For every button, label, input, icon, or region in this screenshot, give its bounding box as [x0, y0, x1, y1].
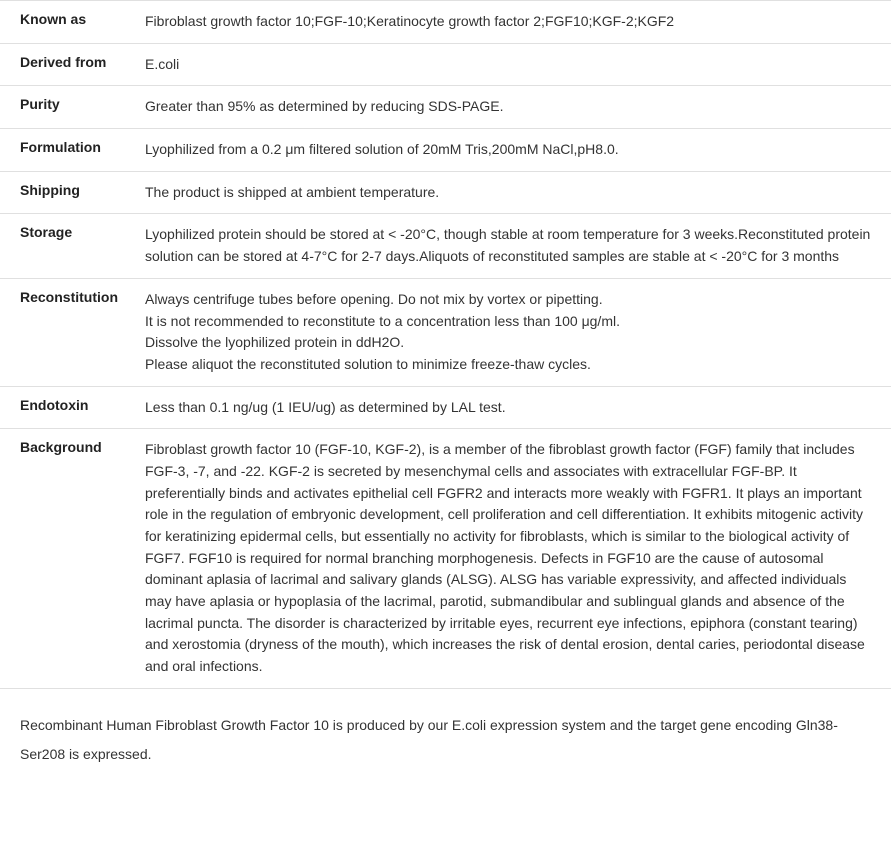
row-value: The product is shipped at ambient temper…: [140, 171, 891, 214]
table-row: Derived from E.coli: [0, 43, 891, 86]
row-value: Lyophilized from a 0.2 μm filtered solut…: [140, 129, 891, 172]
row-value: E.coli: [140, 43, 891, 86]
product-spec-table: Known as Fibroblast growth factor 10;FGF…: [0, 0, 891, 689]
product-description-footer: Recombinant Human Fibroblast Growth Fact…: [0, 689, 891, 790]
row-label: Derived from: [0, 43, 140, 86]
table-row: Formulation Lyophilized from a 0.2 μm fi…: [0, 129, 891, 172]
table-row: Known as Fibroblast growth factor 10;FGF…: [0, 1, 891, 44]
row-value: Lyophilized protein should be stored at …: [140, 214, 891, 278]
row-label: Background: [0, 429, 140, 689]
row-label: Formulation: [0, 129, 140, 172]
row-value: Always centrifuge tubes before opening. …: [140, 278, 891, 386]
row-label: Shipping: [0, 171, 140, 214]
table-row: Purity Greater than 95% as determined by…: [0, 86, 891, 129]
table-row: Shipping The product is shipped at ambie…: [0, 171, 891, 214]
row-label: Purity: [0, 86, 140, 129]
row-label: Storage: [0, 214, 140, 278]
row-value: Fibroblast growth factor 10;FGF-10;Kerat…: [140, 1, 891, 44]
row-value: Greater than 95% as determined by reduci…: [140, 86, 891, 129]
row-value: Less than 0.1 ng/ug (1 IEU/ug) as determ…: [140, 386, 891, 429]
table-row: Background Fibroblast growth factor 10 (…: [0, 429, 891, 689]
table-row: Endotoxin Less than 0.1 ng/ug (1 IEU/ug)…: [0, 386, 891, 429]
spec-table-body: Known as Fibroblast growth factor 10;FGF…: [0, 1, 891, 689]
row-value: Fibroblast growth factor 10 (FGF-10, KGF…: [140, 429, 891, 689]
row-label: Known as: [0, 1, 140, 44]
row-label: Endotoxin: [0, 386, 140, 429]
table-row: Reconstitution Always centrifuge tubes b…: [0, 278, 891, 386]
table-row: Storage Lyophilized protein should be st…: [0, 214, 891, 278]
row-label: Reconstitution: [0, 278, 140, 386]
